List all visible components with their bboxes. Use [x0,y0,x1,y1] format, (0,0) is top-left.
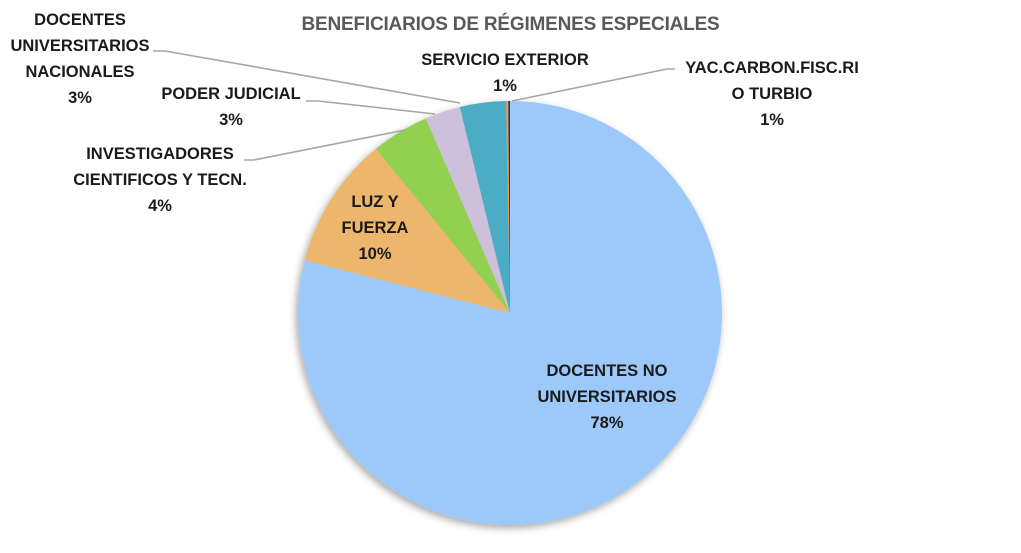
leader-line-yac-carbon [511,68,675,102]
pie-slice-investigadores-cientificos-y-tecn [375,118,510,313]
label-docentes-no-universitarios: DOCENTES NO UNIVERSITARIOS 78% [507,358,707,436]
label-value: 10% [358,245,392,263]
label-luz-y-fuerza: LUZ Y FUERZA 10% [315,189,435,267]
pie-slices [298,101,723,525]
label-line: INVESTIGADORES [86,145,234,163]
label-poder-judicial: PODER JUDICIAL 3% [150,81,312,133]
label-value: 78% [590,414,624,432]
label-investigadores: INVESTIGADORES CIENTIFICOS Y TECN. 4% [60,141,260,219]
pie-slice-docentes-universitarios-nacionales [459,101,510,313]
label-value: 3% [68,89,92,107]
label-servicio-exterior: SERVICIO EXTERIOR 1% [405,47,605,99]
label-line: SERVICIO EXTERIOR [421,51,589,69]
label-value: 1% [760,111,784,129]
label-line: DOCENTES NO [546,362,668,380]
label-line: O TURBIO [731,85,813,103]
pie-slice-poder-judicial [425,107,510,313]
label-line: YAC.CARBON.FISC.RI [685,59,859,77]
label-line: DOCENTES [34,11,126,29]
label-value: 4% [148,197,172,215]
label-line: FUERZA [341,219,409,237]
pie-slice-luz-y-fuerza [304,148,510,313]
label-line: UNIVERSITARIOS [537,388,677,406]
label-line: PODER JUDICIAL [161,85,301,103]
label-value: 3% [219,111,243,129]
label-line: CIENTIFICOS Y TECN. [73,171,247,189]
label-yac-carbon: YAC.CARBON.FISC.RI O TURBIO 1% [672,55,872,133]
leader-lines [153,50,675,161]
label-line: LUZ Y [351,193,399,211]
leader-line-investigadores [244,129,406,161]
leader-line-poder-judicial [306,100,436,115]
leader-line-docentes-univ [153,50,461,104]
pie-slice-yac-carbon-fisc-rio-turbio [508,101,510,313]
label-line: NACIONALES [25,63,135,81]
chart-title: BENEFICIARIOS DE RÉGIMENES ESPECIALES [301,14,720,35]
label-value: 1% [493,77,517,95]
pie-slice-docentes-no-universitarios [298,101,723,525]
pie-slice-servicio-exterior [506,101,510,313]
label-docentes-universitarios: DOCENTES UNIVERSITARIOS NACIONALES 3% [0,7,160,111]
label-line: UNIVERSITARIOS [10,37,150,55]
